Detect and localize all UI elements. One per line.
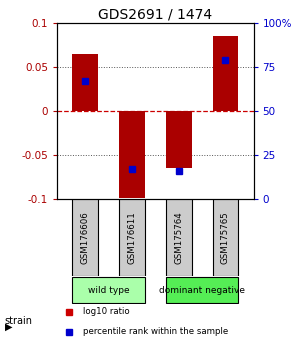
Bar bbox=[213, 36, 238, 111]
Text: log10 ratio: log10 ratio bbox=[82, 307, 129, 316]
Bar bbox=[213, 199, 238, 276]
Bar bbox=[166, 277, 238, 303]
Bar bbox=[119, 111, 145, 198]
Text: GSM175764: GSM175764 bbox=[174, 212, 183, 264]
Text: percentile rank within the sample: percentile rank within the sample bbox=[82, 327, 228, 336]
Text: GSM176611: GSM176611 bbox=[128, 212, 136, 264]
Text: strain: strain bbox=[4, 316, 32, 326]
Bar bbox=[72, 199, 98, 276]
Text: GSM176606: GSM176606 bbox=[81, 212, 90, 264]
Bar bbox=[119, 199, 145, 276]
Text: GSM175765: GSM175765 bbox=[221, 212, 230, 264]
Bar bbox=[72, 277, 145, 303]
Bar bbox=[166, 111, 191, 169]
Text: wild type: wild type bbox=[88, 286, 129, 295]
Bar bbox=[72, 54, 98, 111]
Text: dominant negative: dominant negative bbox=[159, 286, 245, 295]
Title: GDS2691 / 1474: GDS2691 / 1474 bbox=[98, 8, 212, 22]
Bar bbox=[166, 199, 191, 276]
Text: ▶: ▶ bbox=[4, 322, 12, 332]
